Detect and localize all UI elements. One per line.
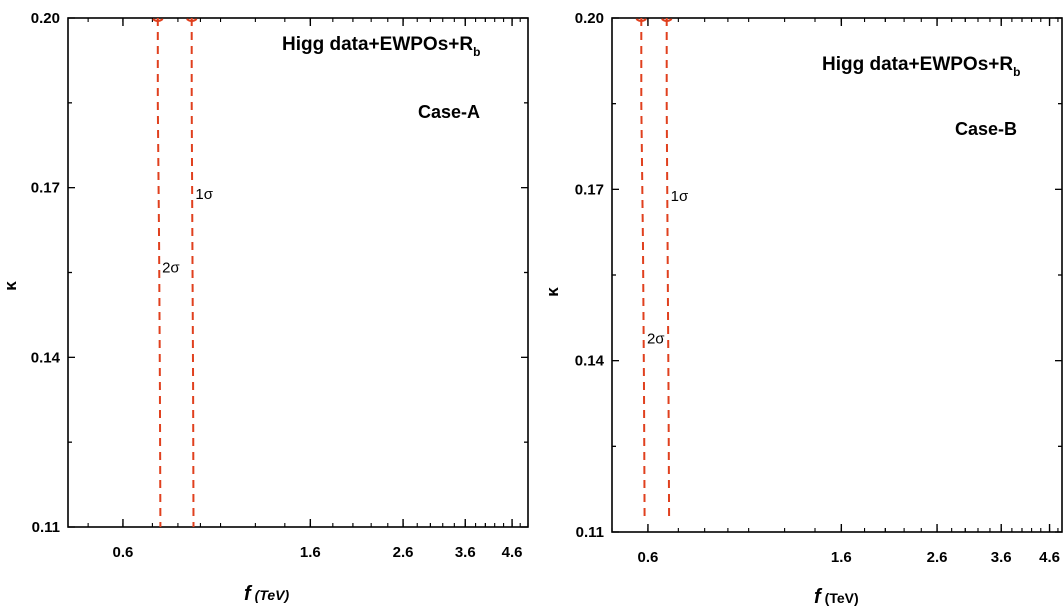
annotation-main: Higg data+EWPOs+R [822, 54, 1013, 75]
x-axis-unit: (TeV) [825, 590, 859, 606]
contour-1sigma [190, 18, 195, 528]
x-axis-title: f (TeV) [244, 583, 289, 605]
y-tick-label: 0.20 [575, 10, 604, 27]
y-tick-label: 0.17 [31, 180, 60, 197]
x-tick-label: 4.6 [1039, 549, 1060, 566]
series-label: 1σ [671, 188, 689, 205]
y-axis-title: κ [1, 281, 20, 291]
annotation-case: Case-A [418, 102, 480, 122]
annotation-title: Higg data+EWPOs+Rb [282, 34, 480, 59]
contour-1sigma [665, 18, 671, 521]
x-tick-label: 3.6 [455, 544, 476, 561]
plot-frame [67, 17, 529, 528]
y-tick-label: 0.20 [31, 10, 60, 27]
x-tick-label: 4.6 [502, 544, 523, 561]
series-label: 2σ [647, 331, 665, 348]
y-tick-label: 0.11 [576, 524, 604, 541]
contour-2sigma [640, 18, 646, 521]
x-axis-symbol: f [244, 583, 253, 605]
y-tick-label: 0.11 [32, 519, 60, 536]
annotation-subscript: b [1013, 65, 1020, 79]
contour-cap [661, 18, 673, 22]
series-label: 2σ [162, 260, 180, 277]
x-tick-label: 1.6 [831, 549, 852, 566]
x-tick-label: 2.6 [393, 544, 414, 561]
x-axis-unit: (TeV) [255, 587, 290, 603]
chart-panel-1: 0.11 0.14 0.17 0.20 0.6 1.6 2.6 3.6 4.6 f (TeV) κ Hi… [1, 10, 529, 605]
y-tick-label: 0.14 [31, 349, 61, 366]
x-axis-symbol: f [814, 586, 823, 608]
x-tick-label: 0.6 [113, 544, 134, 561]
y-tick-label: 0.17 [575, 181, 604, 198]
plot-frame [611, 17, 1063, 533]
contour-cap [186, 18, 198, 22]
y-axis-title: κ [543, 287, 562, 297]
annotation-subscript: b [473, 45, 480, 59]
x-axis-title: f (TeV) [814, 586, 859, 608]
y-tick-label: 0.14 [575, 353, 605, 370]
annotation-case: Case-B [955, 119, 1017, 139]
chart-panel-2: 0.11 0.14 0.17 0.20 0.6 1.6 2.6 3.6 4.6 f (TeV) κ Hi… [543, 10, 1063, 608]
x-tick-label: 1.6 [300, 544, 321, 561]
contour-2sigma [156, 18, 162, 528]
x-tick-label: 0.6 [638, 549, 659, 566]
x-tick-label: 2.6 [927, 549, 948, 566]
annotation-title: Higg data+EWPOs+Rb [822, 54, 1020, 79]
annotation-main: Higg data+EWPOs+R [282, 34, 473, 55]
x-tick-label: 3.6 [991, 549, 1012, 566]
contour-cap [635, 18, 647, 22]
series-label: 1σ [195, 186, 213, 203]
contour-cap [152, 18, 164, 22]
